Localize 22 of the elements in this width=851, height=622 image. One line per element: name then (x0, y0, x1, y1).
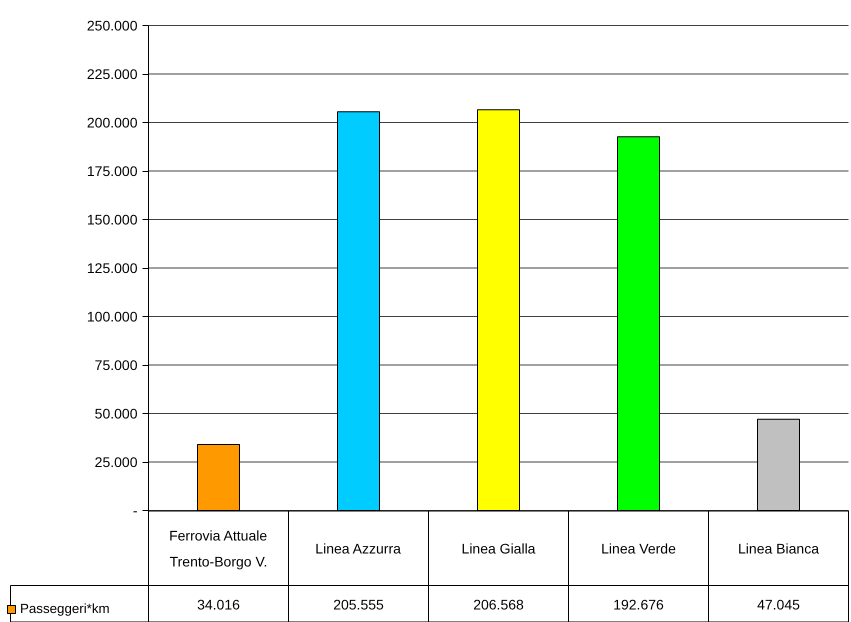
y-tick-label: 25.000 (94, 454, 138, 470)
data-label: 192.676 (613, 596, 664, 612)
x-tick-label: Linea Bianca (738, 540, 820, 556)
legend-label: Passeggeri*km (20, 601, 110, 616)
y-tick-label: 150.000 (86, 212, 138, 228)
y-tick-label: 225.000 (86, 66, 138, 82)
data-label: 47.045 (757, 596, 800, 612)
data-label: 34.016 (197, 596, 240, 612)
x-tick-label: Linea Gialla (462, 540, 536, 556)
y-tick-label: 75.000 (94, 357, 138, 373)
x-tick-label: Linea Azzurra (315, 540, 402, 556)
data-label: 206.568 (473, 596, 524, 612)
y-tick-label: - (132, 502, 138, 518)
y-tick-label: 50.000 (94, 406, 138, 422)
y-tick-label: 250.000 (86, 18, 138, 34)
x-tick-label: Linea Verde (601, 540, 676, 556)
y-tick-label: 175.000 (86, 163, 138, 179)
y-tick-label: 100.000 (86, 308, 138, 324)
y-tick-label: 200.000 (86, 114, 138, 130)
y-tick-label: 125.000 (86, 260, 138, 276)
data-label: 205.555 (333, 596, 384, 612)
x-tick-label: Ferrovia Attuale Trento-Borgo V. (169, 528, 268, 570)
